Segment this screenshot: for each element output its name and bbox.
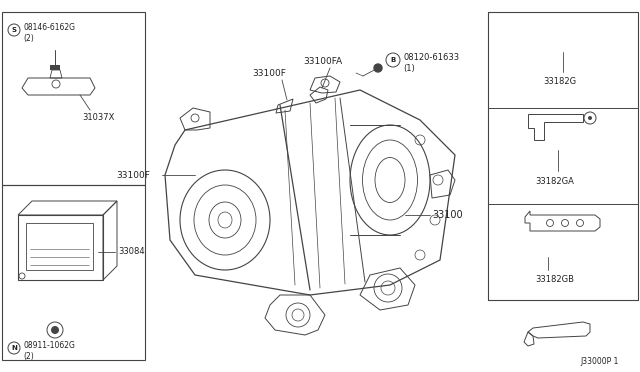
Text: 33182GB: 33182GB [535, 276, 574, 285]
Text: (2): (2) [23, 33, 34, 42]
Text: 33100: 33100 [432, 210, 463, 220]
Circle shape [588, 116, 592, 120]
Text: 08146-6162G: 08146-6162G [23, 23, 75, 32]
Text: J33000P 1: J33000P 1 [580, 357, 618, 366]
Text: (1): (1) [403, 64, 415, 73]
Text: 33182GA: 33182GA [535, 176, 574, 186]
Text: S: S [12, 27, 17, 33]
Text: (2): (2) [23, 352, 34, 360]
Text: 33182G: 33182G [543, 77, 576, 87]
Text: 33084: 33084 [118, 247, 145, 257]
Bar [2, 12, 145, 185]
Bar [50, 65, 60, 70]
Circle shape [374, 64, 382, 72]
Text: 31037X: 31037X [82, 113, 115, 122]
Text: B: B [390, 57, 396, 63]
Text: 33100F: 33100F [116, 170, 150, 180]
Text: 33100FA: 33100FA [303, 58, 342, 67]
Bar [2, 185, 145, 360]
Bar [26, 223, 93, 270]
Text: 33100F: 33100F [252, 70, 286, 78]
Text: N: N [11, 345, 17, 351]
Text: 08911-1062G: 08911-1062G [23, 341, 75, 350]
Text: 08120-61633: 08120-61633 [403, 54, 459, 62]
Bar [18, 215, 103, 280]
Circle shape [51, 326, 59, 334]
